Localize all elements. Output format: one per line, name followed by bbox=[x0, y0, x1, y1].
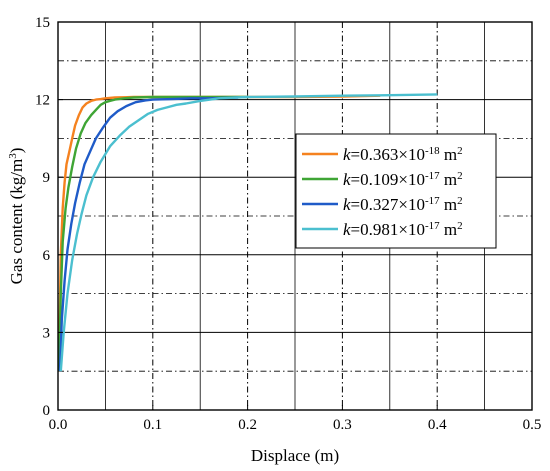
legend-superscript: 2 bbox=[457, 195, 463, 207]
series-line-2 bbox=[57, 95, 248, 372]
series-line-4 bbox=[59, 93, 438, 372]
y-tick-label: 9 bbox=[43, 170, 51, 186]
legend-label: k=0.363×10-18 m2 bbox=[343, 145, 463, 164]
y-axis-title: Gas content (kg/m3) bbox=[7, 148, 26, 285]
y-tick-label: 6 bbox=[43, 248, 51, 264]
legend-text-part: m bbox=[440, 195, 457, 214]
x-axis-title: Displace (m) bbox=[251, 446, 339, 465]
legend-text-part: k bbox=[343, 145, 351, 164]
legend-text-part: =0.363×10 bbox=[351, 145, 425, 164]
legend-superscript: 2 bbox=[457, 145, 463, 157]
y-tick-label: 0 bbox=[43, 403, 51, 419]
legend-text-part: =0.109×10 bbox=[351, 170, 425, 189]
x-tick-label: 0.2 bbox=[238, 417, 257, 433]
legend-text-part: =0.327×10 bbox=[351, 195, 425, 214]
legend-text-part: m bbox=[440, 220, 457, 239]
y-tick-label: 15 bbox=[35, 15, 50, 31]
legend-superscript: -17 bbox=[425, 195, 440, 207]
legend-text-part: k bbox=[343, 195, 351, 214]
legend-text-part: m bbox=[440, 145, 457, 164]
y-tick-label: 12 bbox=[35, 93, 50, 109]
legend-text-part: k bbox=[343, 220, 351, 239]
legend-label: k=0.327×10-17 m2 bbox=[343, 195, 463, 214]
series-layer bbox=[57, 93, 438, 372]
x-tick-label: 0.3 bbox=[333, 417, 352, 433]
legend-text-part: m bbox=[440, 170, 457, 189]
legend-superscript: 2 bbox=[457, 170, 463, 182]
series-line-3 bbox=[58, 96, 239, 372]
y-tick-label: 3 bbox=[43, 325, 51, 341]
y-axis-title-close: ) bbox=[7, 148, 26, 154]
legend-superscript: 2 bbox=[457, 220, 463, 232]
plot-frame bbox=[57, 21, 533, 411]
y-axis-title-main: Gas content (kg/m bbox=[7, 159, 26, 285]
x-tick-label: 0.0 bbox=[49, 417, 68, 433]
y-axis-title-sup: 3 bbox=[7, 153, 19, 159]
legend-superscript: -17 bbox=[425, 170, 440, 182]
legend-label: k=0.109×10-17 m2 bbox=[343, 170, 463, 189]
ticks: 0.0 0.1 0.2 0.3 0.4 0.5 0 3 6 9 12 15 bbox=[35, 15, 541, 433]
legend-label: k=0.981×10-17 m2 bbox=[343, 220, 463, 239]
x-tick-label: 0.1 bbox=[143, 417, 162, 433]
x-tick-label: 0.5 bbox=[523, 417, 542, 433]
legend-text-part: =0.981×10 bbox=[351, 220, 425, 239]
legend-text-part: k bbox=[343, 170, 351, 189]
x-tick-label: 0.4 bbox=[428, 417, 447, 433]
legend-superscript: -18 bbox=[425, 145, 440, 157]
legend-superscript: -17 bbox=[425, 220, 440, 232]
legend: k=0.363×10-18 m2k=0.109×10-17 m2k=0.327×… bbox=[295, 133, 497, 249]
